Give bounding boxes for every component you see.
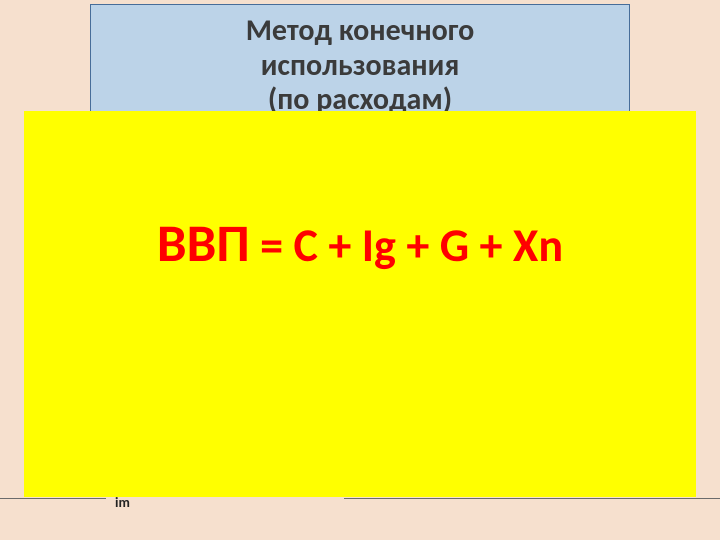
formula-box: ВВП = C + Ig + G + Xn [24,111,696,497]
title-line-2: использования [261,49,460,84]
formula-part2: = C + Ig + G + Xn [250,218,563,274]
slide: Метод конечного использования (по расход… [0,0,720,540]
formula-text: ВВП = C + Ig + G + Xn [157,217,563,273]
text-fragment: im [115,494,130,511]
formula-part1: ВВП [157,212,250,276]
title-box: Метод конечного использования (по расход… [90,4,630,128]
title-line-1: Метод конечного [246,14,475,49]
divider-right [344,498,720,499]
divider-left [0,498,106,499]
